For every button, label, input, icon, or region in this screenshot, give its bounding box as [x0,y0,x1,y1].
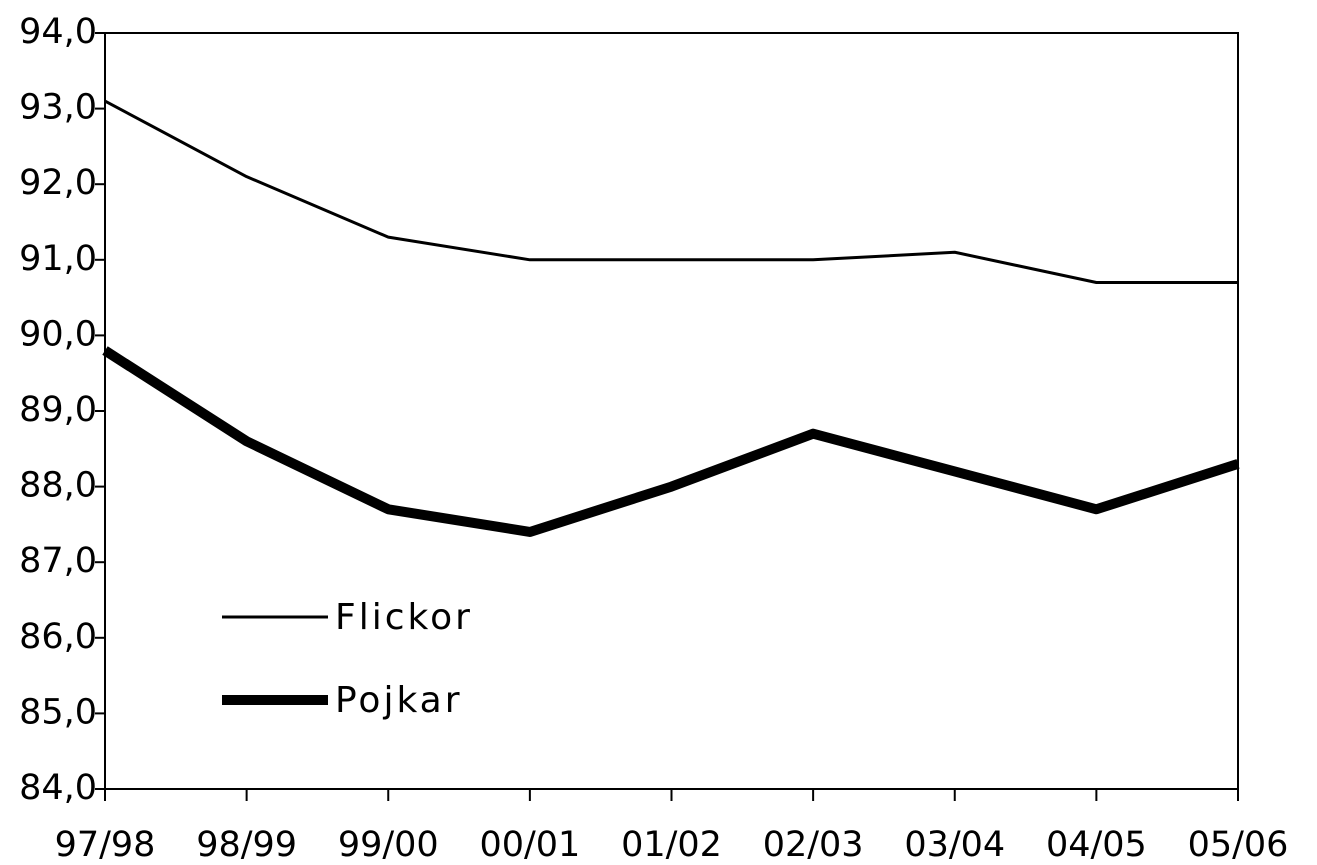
y-tick-label: 89,0 [19,390,97,430]
x-tick-label: 01/02 [621,825,722,865]
y-tick-label: 88,0 [19,466,97,506]
legend-label: Pojkar [335,680,463,721]
series-line [104,99,1238,284]
x-tick-label: 02/03 [763,825,864,865]
y-tick-label: 92,0 [19,163,97,203]
y-tick-label: 93,0 [19,88,97,128]
x-tick-label: 98/99 [196,825,297,865]
legend-label: Flickor [335,597,473,638]
x-tick-label: 99/00 [338,825,439,865]
x-tick-label: 03/04 [904,825,1005,865]
y-tick-label: 85,0 [19,692,97,732]
plot-frame [104,32,1239,790]
y-tick-label: 91,0 [19,239,97,279]
y-tick-label: 94,0 [19,12,97,52]
y-tick-label: 90,0 [19,314,97,354]
y-tick-label: 84,0 [19,768,97,808]
y-tick-label: 87,0 [19,541,97,581]
y-tick-label: 86,0 [19,617,97,657]
series-line [102,346,1240,537]
x-tick-label: 00/01 [479,825,580,865]
x-tick-label: 97/98 [55,825,156,865]
x-tick-label: 05/06 [1188,825,1289,865]
x-tick-label: 04/05 [1046,825,1147,865]
